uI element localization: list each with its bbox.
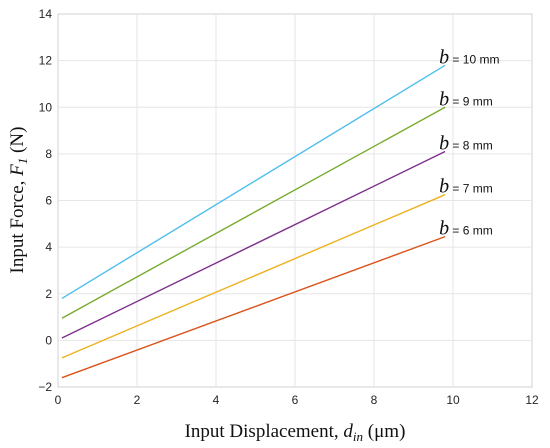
y-tick-label: 10 [39,100,53,114]
series-label: b = 10 mm [439,46,499,68]
x-tick-label: 12 [525,393,539,407]
series-lines [61,64,446,379]
y-tick-label: 8 [45,147,52,161]
y-tick-label: 12 [39,54,53,68]
x-tick-label: 4 [213,393,220,407]
y-tick-label: −2 [38,380,52,394]
x-tick-label: 6 [292,393,299,407]
series-label: b = 9 mm [439,88,493,110]
x-tick-label: 0 [55,393,62,407]
series-line [61,106,446,319]
y-tick-label: 14 [39,7,53,21]
series-line [61,150,446,339]
y-tick-label: 4 [45,240,52,254]
y-tick-label: 0 [45,333,52,347]
series-label: b = 6 mm [439,218,493,240]
y-axis-label: Input Force, F1 (N) [7,127,30,274]
x-tick-label: 10 [446,393,460,407]
x-tick-label: 2 [134,393,141,407]
series-line [61,235,446,379]
y-tick-label: 2 [45,287,52,301]
series-labels: b = 10 mm b = 9 mm b = 8 mm b = 7 mm b = 6 m… [439,46,499,239]
series-label: b = 7 mm [439,176,493,198]
series-line [61,64,446,300]
y-tick-label: 6 [45,194,52,208]
x-axis-label: Input Displacement, din (μm) [185,421,406,444]
series-line [61,194,446,359]
grid [58,14,532,387]
x-tick-label: 8 [371,393,378,407]
series-label: b = 8 mm [439,133,493,155]
